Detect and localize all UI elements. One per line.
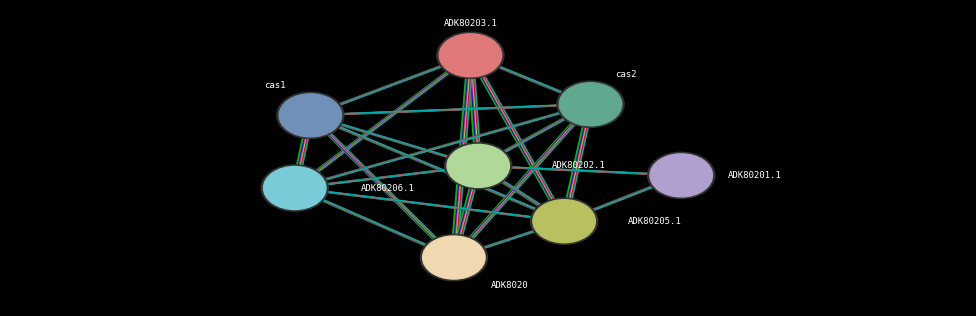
- Ellipse shape: [531, 198, 597, 244]
- Ellipse shape: [447, 144, 509, 187]
- Ellipse shape: [277, 92, 344, 138]
- Ellipse shape: [262, 165, 328, 211]
- Ellipse shape: [557, 81, 624, 127]
- Text: ADK80201.1: ADK80201.1: [728, 171, 782, 180]
- Ellipse shape: [437, 32, 504, 78]
- Text: ADK80206.1: ADK80206.1: [361, 184, 415, 192]
- Text: ADK8020: ADK8020: [491, 282, 529, 290]
- Ellipse shape: [439, 34, 502, 77]
- Ellipse shape: [445, 143, 511, 189]
- Ellipse shape: [279, 94, 342, 137]
- Text: cas1: cas1: [264, 81, 286, 90]
- Text: cas2: cas2: [615, 70, 636, 79]
- Ellipse shape: [264, 167, 326, 210]
- Ellipse shape: [650, 154, 712, 197]
- Ellipse shape: [559, 83, 622, 126]
- Text: ADK80205.1: ADK80205.1: [628, 217, 681, 226]
- Ellipse shape: [421, 234, 487, 281]
- Ellipse shape: [648, 152, 714, 198]
- Text: ADK80203.1: ADK80203.1: [443, 19, 498, 28]
- Ellipse shape: [533, 200, 595, 243]
- Text: ADK80202.1: ADK80202.1: [551, 161, 605, 170]
- Ellipse shape: [423, 236, 485, 279]
